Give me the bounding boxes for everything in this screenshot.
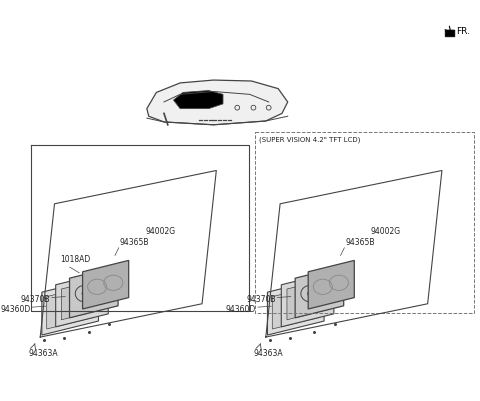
Ellipse shape: [82, 291, 90, 297]
Ellipse shape: [100, 287, 108, 292]
Polygon shape: [267, 278, 324, 335]
Ellipse shape: [325, 287, 333, 292]
Text: 94370B: 94370B: [21, 294, 50, 303]
Polygon shape: [272, 286, 319, 329]
Polygon shape: [281, 272, 334, 327]
Polygon shape: [147, 81, 288, 126]
Text: 94370B: 94370B: [246, 294, 276, 303]
Polygon shape: [70, 267, 118, 318]
Text: 94365B: 94365B: [345, 237, 375, 246]
Text: FR.: FR.: [456, 27, 470, 36]
Polygon shape: [61, 279, 103, 320]
Polygon shape: [308, 261, 354, 309]
Text: 94365B: 94365B: [120, 237, 149, 246]
Polygon shape: [295, 267, 344, 318]
Polygon shape: [83, 261, 129, 309]
Polygon shape: [56, 272, 108, 327]
Text: 1018AD: 1018AD: [60, 255, 90, 263]
Text: 94360D: 94360D: [226, 304, 256, 313]
FancyBboxPatch shape: [88, 292, 96, 298]
Text: 94363A: 94363A: [254, 348, 284, 357]
Polygon shape: [173, 91, 223, 109]
Polygon shape: [287, 279, 328, 320]
Ellipse shape: [308, 291, 315, 297]
FancyBboxPatch shape: [445, 31, 455, 38]
Text: (SUPER VISION 4.2" TFT LCD): (SUPER VISION 4.2" TFT LCD): [259, 136, 360, 142]
Text: 94363A: 94363A: [28, 348, 58, 357]
FancyBboxPatch shape: [314, 292, 322, 298]
Text: 94360D: 94360D: [0, 304, 30, 313]
Polygon shape: [47, 286, 94, 329]
Polygon shape: [42, 278, 98, 335]
Text: 94002G: 94002G: [145, 227, 175, 236]
Text: 94002G: 94002G: [371, 227, 401, 236]
